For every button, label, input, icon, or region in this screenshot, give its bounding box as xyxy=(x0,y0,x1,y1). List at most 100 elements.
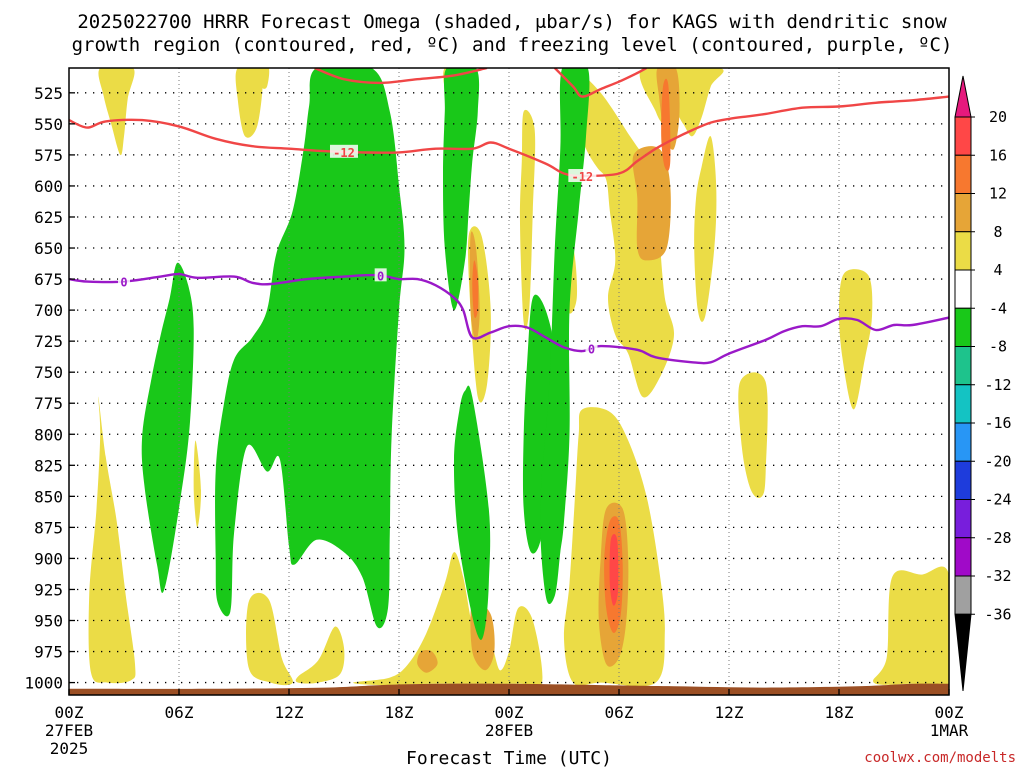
colorbar-tick-label: -8 xyxy=(989,338,1007,356)
y-tick-label: 550 xyxy=(34,115,63,134)
y-tick-label: 700 xyxy=(34,301,63,320)
x-tick-label: 00Z xyxy=(495,703,524,722)
y-tick-label: 575 xyxy=(34,146,63,165)
colorbar-swatch xyxy=(954,154,972,194)
x-tick-label: 06Z xyxy=(165,703,194,722)
colorbar-swatch xyxy=(954,116,972,156)
contour-label-background xyxy=(374,268,387,282)
y-tick-label: 600 xyxy=(34,177,63,196)
y-tick-label: 925 xyxy=(34,580,63,599)
omega-region-8-to-12 xyxy=(417,650,438,673)
contour-label-background xyxy=(585,341,598,355)
x-tick-label: 18Z xyxy=(385,703,414,722)
contour-label: 0 xyxy=(120,276,127,290)
omega-region--4-to--8 xyxy=(540,68,590,604)
omega-region-4-to-8 xyxy=(738,372,768,498)
chart-title-line-2: growth region (contoured, red, ºC) and f… xyxy=(72,34,953,56)
plot-area xyxy=(69,68,949,695)
colorbar-tick-label: 20 xyxy=(989,108,1007,126)
y-tick-label: 650 xyxy=(34,239,63,258)
contour-labels: -12 -12 0 0 0 xyxy=(118,144,598,357)
colorbar-swatch xyxy=(954,575,972,615)
omega-region-4-to-8 xyxy=(246,592,293,686)
colorbar-tick-label: 12 xyxy=(989,185,1007,203)
colorbar-swatch xyxy=(954,537,972,577)
colorbar-tick-label: 16 xyxy=(989,146,1007,164)
omega-region-4-to-8 xyxy=(295,626,345,684)
colorbar-tick-label: -36 xyxy=(984,605,1011,623)
colorbar-swatch xyxy=(954,422,972,462)
colorbar-swatch xyxy=(954,193,972,233)
contour-label-background xyxy=(568,169,597,183)
y-tick-label: 625 xyxy=(34,208,63,227)
x-tick-label: 28FEB xyxy=(485,721,533,740)
omega-region-12-to-16 xyxy=(472,260,479,318)
colorbar: 20 16 12 8 4 -4 -8 -12 -16 -20 -24 -28 -32 -36 xyxy=(954,75,1012,692)
x-tick-label: 00Z xyxy=(935,703,964,722)
x-tick-label: 2025 xyxy=(50,739,89,758)
omega-region-4-to-8 xyxy=(353,552,543,688)
contour-label: -12 xyxy=(571,170,593,184)
credit-text: coolwx.com/modelts xyxy=(864,750,1016,766)
contour-line--12 xyxy=(314,68,488,85)
y-tick-label: 975 xyxy=(34,643,63,662)
omega-region--4-to--8 xyxy=(141,262,194,593)
colorbar-tick-label: -16 xyxy=(984,414,1011,432)
x-axis-label: Forecast Time (UTC) xyxy=(406,748,612,768)
colorbar-swatch xyxy=(954,499,972,539)
omega-region-4-to-8 xyxy=(88,396,136,684)
x-tick-label: 18Z xyxy=(825,703,854,722)
contour-label-background xyxy=(118,274,130,288)
colorbar-tick-label: -4 xyxy=(989,299,1007,317)
contour-label-background xyxy=(330,144,358,158)
omega-region-4-to-8 xyxy=(571,68,675,398)
omega-region-4-to-8 xyxy=(193,440,202,528)
contour-line--12 xyxy=(553,68,648,98)
omega-region-8-to-12 xyxy=(632,146,671,261)
colorbar-swatch xyxy=(954,307,972,347)
omega-shading xyxy=(88,68,949,691)
omega-region--4-to--8 xyxy=(522,294,555,554)
grid-lines xyxy=(69,68,949,695)
omega-region-4-to-8 xyxy=(838,269,873,410)
omega-region-4-to-8 xyxy=(235,68,263,138)
omega-region-4-to-8 xyxy=(259,68,270,89)
colorbar-tick-label: -28 xyxy=(984,529,1011,547)
y-tick-label: 675 xyxy=(34,270,63,289)
colorbar-tick-label: -20 xyxy=(984,452,1011,470)
contour-line--12 xyxy=(69,95,949,178)
colorbar-tick-label: -32 xyxy=(984,567,1011,585)
contour-label: 0 xyxy=(377,269,384,283)
x-tick-label: 12Z xyxy=(715,703,744,722)
omega-region--4-to--8 xyxy=(453,385,491,640)
y-tick-label: 850 xyxy=(34,487,63,506)
omega-region-4-to-8 xyxy=(98,68,135,156)
y-tick-label: 750 xyxy=(34,363,63,382)
colorbar-tick-label: 8 xyxy=(993,223,1002,241)
colorbar-tick-label: 4 xyxy=(993,261,1002,279)
omega-region-4-to-8 xyxy=(873,566,949,691)
x-tick-label: 27FEB xyxy=(45,721,93,740)
y-tick-label: 725 xyxy=(34,332,63,351)
y-tick-label: 775 xyxy=(34,394,63,413)
colorbar-swatch xyxy=(954,231,972,271)
colorbar-tick-label: -12 xyxy=(984,376,1011,394)
y-tick-label: 825 xyxy=(34,456,63,475)
contour-label: 0 xyxy=(588,343,595,357)
chart-title-line-1: 2025022700 HRRR Forecast Omega (shaded, … xyxy=(77,11,947,33)
y-tick-label: 525 xyxy=(34,84,63,103)
omega-region-12-to-16 xyxy=(661,78,671,171)
contour-label: -12 xyxy=(333,146,355,160)
y-tick-label: 950 xyxy=(34,612,63,631)
y-tick-label: 1000 xyxy=(24,674,63,693)
y-tick-label: 900 xyxy=(34,549,63,568)
x-tick-label: 06Z xyxy=(605,703,634,722)
x-tick-label: 00Z xyxy=(55,703,84,722)
contour-line-0 xyxy=(69,272,949,365)
omega-region-4-to-8 xyxy=(694,136,717,322)
colorbar-swatch xyxy=(954,269,972,309)
colorbar-tick-label: -24 xyxy=(984,491,1011,509)
colorbar-swatch xyxy=(954,346,972,386)
y-tick-label: 800 xyxy=(34,425,63,444)
